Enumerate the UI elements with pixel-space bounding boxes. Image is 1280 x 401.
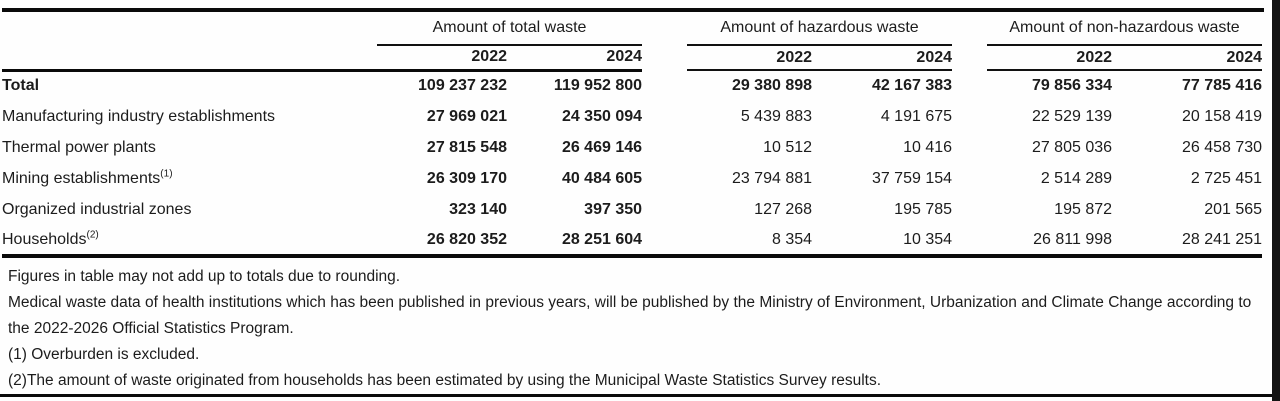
column-gap [642,132,687,163]
cell-total-waste-2022: 26 820 352 [377,225,507,258]
column-gap [642,101,687,132]
year-header-row: 2022 2024 2022 2024 2022 2024 [2,45,1263,72]
cell-total-waste-2022: 26 309 170 [426,169,507,187]
row-label: Organized industrial zones [2,200,192,218]
cell-total-waste-2024: 119 952 800 [553,77,643,95]
cell-hazardous-2022: 29 380 898 [731,77,813,94]
group-header-total-waste: Amount of total waste [377,12,643,46]
footnote-1-overburden: (1) Overburden is excluded. [8,346,200,363]
cell-total-waste-2024: 26 469 146 [561,138,643,156]
column-gap [952,163,987,194]
cell-total-waste-2022: 27 815 548 [426,138,507,156]
footnote-rounding: Figures in table may not add up to total… [8,268,401,285]
cell-non-hazardous-2022: 2 514 289 [1040,169,1113,187]
cell-non-hazardous-2022: 22 529 139 [1031,107,1113,125]
cell-total-waste-2024: 28 251 604 [507,225,643,258]
group-header-row: Amount of total waste Amount of hazardou… [2,12,1263,46]
table-row-organized-industrial-zones: Organized industrial zones 323 140 397 3… [2,194,1262,225]
cell-hazardous-2022: 127 268 [754,200,813,218]
year-header: 2024 [812,45,953,71]
year-header: 2022 [987,45,1113,71]
waste-statistics-table: Amount of total waste Amount of hazardou… [2,12,1263,258]
column-gap [642,45,687,70]
column-gap [952,132,987,163]
year-header: 2022 [377,45,507,72]
footnote-2-households: (2)The amount of waste originated from h… [8,372,882,389]
column-gap [952,45,987,70]
cell-non-hazardous-2022: 26 811 998 [987,225,1113,258]
cell-total-waste-2024: 40 484 605 [561,169,643,187]
cell-hazardous-2024: 195 785 [894,200,953,218]
column-gap [642,163,687,194]
row-label: Thermal power plants [2,138,156,156]
cell-total-waste-2024: 24 350 094 [561,107,643,125]
corner-cell [2,12,377,45]
cell-hazardous-2022: 10 512 [763,138,813,156]
table-top-rule [2,8,1264,12]
column-gap [952,12,987,45]
cell-hazardous-2024: 10 354 [812,225,953,258]
group-header-hazardous-waste: Amount of hazardous waste [687,12,953,46]
column-gap [642,12,687,45]
column-gap [642,225,688,258]
footnotes: Figures in table may not add up to total… [8,264,1260,394]
cell-hazardous-2022: 5 439 883 [740,107,813,125]
group-header-non-hazardous-waste: Amount of non-hazardous waste [987,12,1263,46]
cell-hazardous-2024: 37 759 154 [871,169,953,187]
cell-non-hazardous-2024: 201 565 [1204,200,1263,218]
year-header: 2024 [1112,45,1263,71]
footnote-marker: (2) [86,229,99,241]
table-row-total: Total 109 237 232 119 952 800 29 380 898… [2,70,1262,101]
column-gap [642,194,687,225]
row-label: Manufacturing industry establishments [2,107,276,125]
corner-cell [2,45,377,72]
cell-total-waste-2024: 397 350 [584,200,643,218]
cell-non-hazardous-2024: 20 158 419 [1181,107,1263,125]
cell-hazardous-2024: 4 191 675 [880,107,953,125]
table-row-households: Households(2) 26 820 352 28 251 604 8 35… [2,225,1263,258]
right-edge-bar [1272,0,1280,401]
footnote-medical-waste: Medical waste data of health institution… [8,294,1252,337]
row-label: Households(2) [2,225,377,258]
cell-hazardous-2022: 8 354 [687,225,813,258]
cell-non-hazardous-2024: 2 725 451 [1190,169,1263,187]
cell-hazardous-2024: 42 167 383 [871,77,953,94]
image-bottom-rule [0,394,1272,397]
cell-total-waste-2022: 323 140 [449,200,507,218]
year-header: 2024 [507,45,643,72]
cell-total-waste-2022: 109 237 232 [418,77,507,95]
cell-non-hazardous-2024: 77 785 416 [1181,77,1263,94]
row-label: Mining establishments(1) [2,168,173,187]
table-row-mining: Mining establishments(1) 26 309 170 40 4… [2,163,1262,194]
column-gap [952,194,987,225]
column-gap [952,70,987,101]
column-gap [952,225,988,258]
cell-hazardous-2024: 10 416 [903,138,953,156]
column-gap [642,70,687,101]
cell-total-waste-2022: 27 969 021 [426,107,507,125]
row-label: Total [2,77,40,95]
cell-non-hazardous-2024: 26 458 730 [1181,138,1263,156]
cell-non-hazardous-2024: 28 241 251 [1112,225,1263,258]
year-header: 2022 [687,45,813,71]
footnote-marker: (1) [160,168,173,180]
column-gap [952,101,987,132]
table-row-manufacturing: Manufacturing industry establishments 27… [2,101,1262,132]
cell-hazardous-2022: 23 794 881 [731,169,813,187]
cell-non-hazardous-2022: 195 872 [1054,200,1113,218]
cell-non-hazardous-2022: 79 856 334 [1031,77,1113,94]
cell-non-hazardous-2022: 27 805 036 [1031,138,1113,156]
table-row-thermal-power-plants: Thermal power plants 27 815 548 26 469 1… [2,132,1262,163]
